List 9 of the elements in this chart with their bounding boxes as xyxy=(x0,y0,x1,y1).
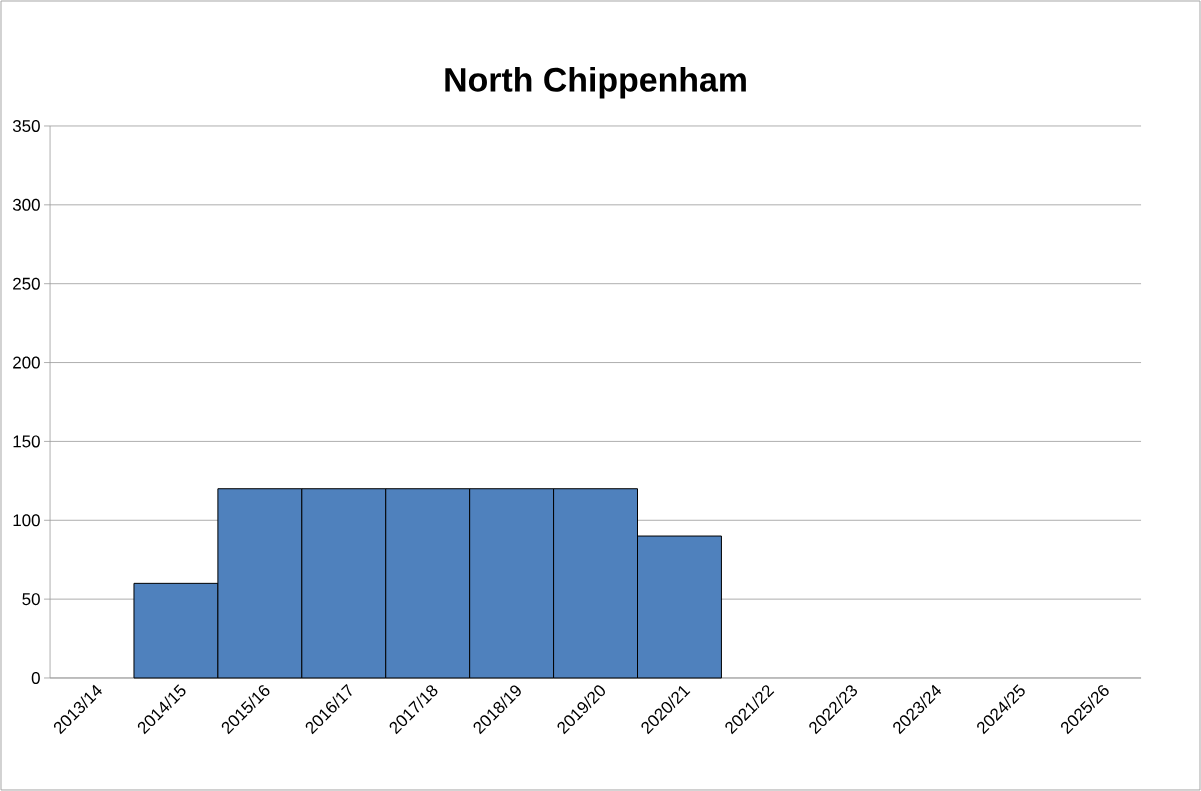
y-tick-label: 300 xyxy=(12,198,40,211)
y-tick-label: 100 xyxy=(13,514,40,527)
chart-title: North Chippenham xyxy=(445,66,746,99)
y-tick-label: 250 xyxy=(13,277,40,290)
y-tick-label: 50 xyxy=(22,593,40,606)
y-tick-label: 350 xyxy=(12,119,40,132)
y-tick-label: 200 xyxy=(13,356,40,369)
y-tick-label: 150 xyxy=(13,435,40,448)
y-tick-label: 0 xyxy=(31,671,40,684)
